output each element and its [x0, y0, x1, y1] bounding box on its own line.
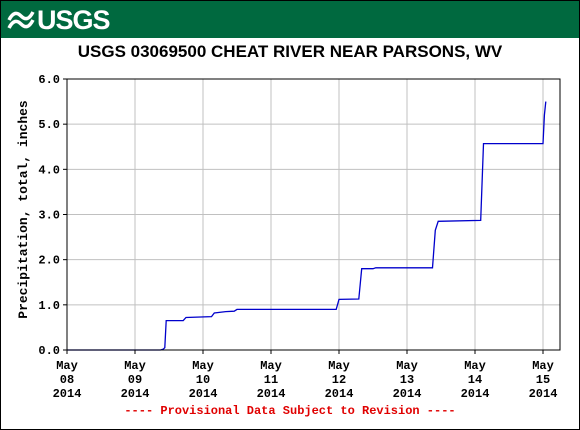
x-tick-label: May 11 2014 — [257, 359, 286, 401]
usgs-logo[interactable]: USGS — [7, 4, 111, 36]
y-tick-label: 0.0 — [38, 344, 60, 358]
y-axis-ticks: 0.0 1.0 2.0 3.0 4.0 5.0 6.0 — [38, 73, 67, 358]
x-tick-label: May 10 2014 — [189, 359, 218, 401]
x-tick-label: May 15 2014 — [529, 359, 558, 401]
x-tick-label: May 12 2014 — [325, 359, 354, 401]
provisional-data-note: ---- Provisional Data Subject to Revisio… — [124, 404, 456, 418]
y-tick-label: 3.0 — [38, 209, 60, 223]
grid-lines — [67, 79, 560, 350]
x-tick-label: May 08 2014 — [53, 359, 82, 401]
usgs-banner: USGS — [1, 1, 579, 38]
usgs-logo-text: USGS — [37, 5, 111, 35]
y-tick-label: 2.0 — [38, 254, 60, 268]
usgs-wave-icon — [7, 11, 35, 29]
series-layer — [67, 101, 547, 351]
y-tick-label: 1.0 — [38, 299, 60, 313]
x-tick-label: May 14 2014 — [461, 359, 490, 401]
x-axis-ticks: May 08 2014 May 09 2014 May 10 2014 May 11 2014 May 1… — [53, 350, 558, 401]
y-tick-label: 4.0 — [38, 163, 60, 177]
chart-title: USGS 03069500 CHEAT RIVER NEAR PARSONS, … — [77, 42, 503, 61]
x-tick-label: May 09 2014 — [121, 359, 150, 401]
x-tick-label: May 13 2014 — [393, 359, 422, 401]
y-tick-label: 5.0 — [38, 118, 60, 132]
y-tick-label: 6.0 — [38, 73, 60, 87]
y-axis-label: Precipitation, total, inches — [16, 100, 31, 319]
precipitation-series-line — [67, 101, 547, 351]
